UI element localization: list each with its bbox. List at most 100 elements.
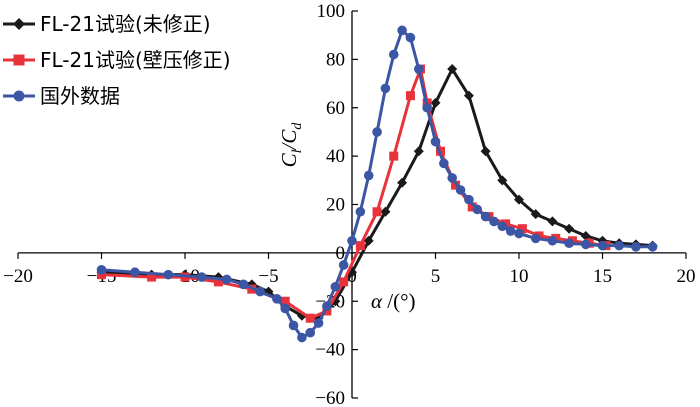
data-point bbox=[389, 151, 399, 161]
series-2 bbox=[96, 25, 658, 343]
data-point bbox=[497, 175, 508, 186]
data-point bbox=[280, 303, 291, 314]
data-point bbox=[147, 272, 157, 282]
data-point bbox=[330, 281, 341, 292]
data-point bbox=[213, 277, 223, 287]
legend-item-0: FL-21试验(未修正) bbox=[3, 12, 211, 36]
data-point bbox=[517, 224, 527, 234]
data-point bbox=[380, 206, 391, 217]
legend-marker bbox=[13, 90, 25, 102]
data-point bbox=[280, 296, 290, 306]
data-point bbox=[422, 102, 432, 113]
legend-item-1: FL-21试验(壁压修正) bbox=[3, 48, 231, 72]
x-axis-label: α /(°) bbox=[371, 289, 416, 313]
y-tick-label: 40 bbox=[326, 146, 345, 167]
data-point bbox=[272, 294, 282, 304]
data-point bbox=[597, 240, 608, 251]
data-point bbox=[221, 274, 232, 285]
data-point bbox=[313, 318, 324, 328]
data-point bbox=[405, 32, 416, 43]
data-point bbox=[530, 233, 541, 244]
data-point bbox=[447, 64, 458, 75]
data-point bbox=[497, 221, 508, 232]
x-tick-label: 20 bbox=[677, 266, 696, 287]
data-point bbox=[564, 238, 574, 248]
data-point bbox=[163, 269, 174, 280]
data-point bbox=[430, 97, 441, 108]
y-tick-label: −40 bbox=[315, 340, 345, 361]
data-point bbox=[463, 90, 474, 101]
y-axis-label: Cl/Cd bbox=[277, 122, 305, 168]
x-tick-label: −5 bbox=[258, 266, 278, 287]
y-tick-label: 80 bbox=[326, 49, 345, 70]
x-tick-label: 15 bbox=[593, 266, 612, 287]
legend-marker bbox=[13, 18, 25, 30]
data-point bbox=[372, 127, 382, 137]
x-tick-label: −20 bbox=[3, 266, 33, 287]
data-point bbox=[305, 327, 316, 338]
data-point bbox=[322, 306, 332, 316]
data-point bbox=[530, 209, 541, 220]
data-point bbox=[581, 239, 591, 250]
data-point bbox=[467, 202, 477, 212]
data-point bbox=[355, 206, 366, 217]
data-point bbox=[97, 270, 106, 280]
data-point bbox=[372, 207, 382, 217]
data-point bbox=[439, 158, 449, 169]
axis-titles: Cl/Cd α /(°) bbox=[277, 122, 416, 313]
data-point bbox=[388, 49, 399, 60]
data-point bbox=[564, 223, 575, 234]
data-point bbox=[96, 265, 107, 275]
x-tick-label: 5 bbox=[431, 266, 441, 287]
legend-label: 国外数据 bbox=[40, 84, 120, 108]
data-point bbox=[288, 320, 299, 331]
data-point bbox=[238, 279, 249, 290]
data-point bbox=[614, 240, 624, 251]
data-point bbox=[347, 235, 357, 246]
y-tick-label: 100 bbox=[317, 1, 346, 22]
data-point bbox=[447, 173, 458, 183]
data-point bbox=[514, 228, 524, 239]
data-point bbox=[363, 170, 374, 181]
data-point bbox=[397, 25, 407, 36]
data-point bbox=[489, 216, 499, 227]
y-tick-label: 60 bbox=[326, 98, 345, 119]
data-point bbox=[130, 267, 140, 278]
data-point bbox=[339, 277, 349, 287]
data-point bbox=[196, 272, 207, 282]
data-point bbox=[322, 301, 332, 311]
legend-marker bbox=[13, 54, 25, 66]
y-tick-label: 20 bbox=[326, 195, 345, 216]
data-point bbox=[338, 260, 349, 270]
data-point bbox=[413, 146, 424, 157]
data-point bbox=[480, 211, 491, 222]
x-tick-label: 10 bbox=[510, 266, 529, 287]
y-tick-label: −60 bbox=[315, 388, 345, 407]
data-point bbox=[380, 83, 391, 94]
data-point bbox=[430, 136, 441, 147]
data-point bbox=[464, 194, 474, 205]
data-point bbox=[547, 235, 558, 246]
data-point bbox=[647, 242, 658, 252]
legend-label: FL-21试验(未修正) bbox=[40, 12, 211, 36]
data-point bbox=[405, 91, 415, 101]
data-point bbox=[397, 177, 408, 188]
data-point bbox=[514, 194, 524, 205]
data-point bbox=[414, 64, 424, 74]
data-point bbox=[580, 230, 591, 241]
legend-label: FL-21试验(壁压修正) bbox=[40, 48, 231, 72]
data-point bbox=[255, 286, 265, 297]
data-point bbox=[363, 235, 374, 246]
data-point bbox=[355, 241, 365, 251]
data-point bbox=[297, 332, 307, 343]
series-layer bbox=[96, 25, 658, 343]
y-tick-label: 0 bbox=[336, 243, 346, 264]
data-point bbox=[631, 242, 641, 252]
data-point bbox=[305, 313, 315, 323]
data-point bbox=[455, 185, 466, 195]
legend-item-2: 国外数据 bbox=[3, 84, 120, 108]
data-point bbox=[505, 226, 516, 236]
legend: FL-21试验(未修正) FL-21试验(壁压修正) 国外数据 bbox=[3, 12, 231, 108]
data-point bbox=[472, 204, 483, 215]
